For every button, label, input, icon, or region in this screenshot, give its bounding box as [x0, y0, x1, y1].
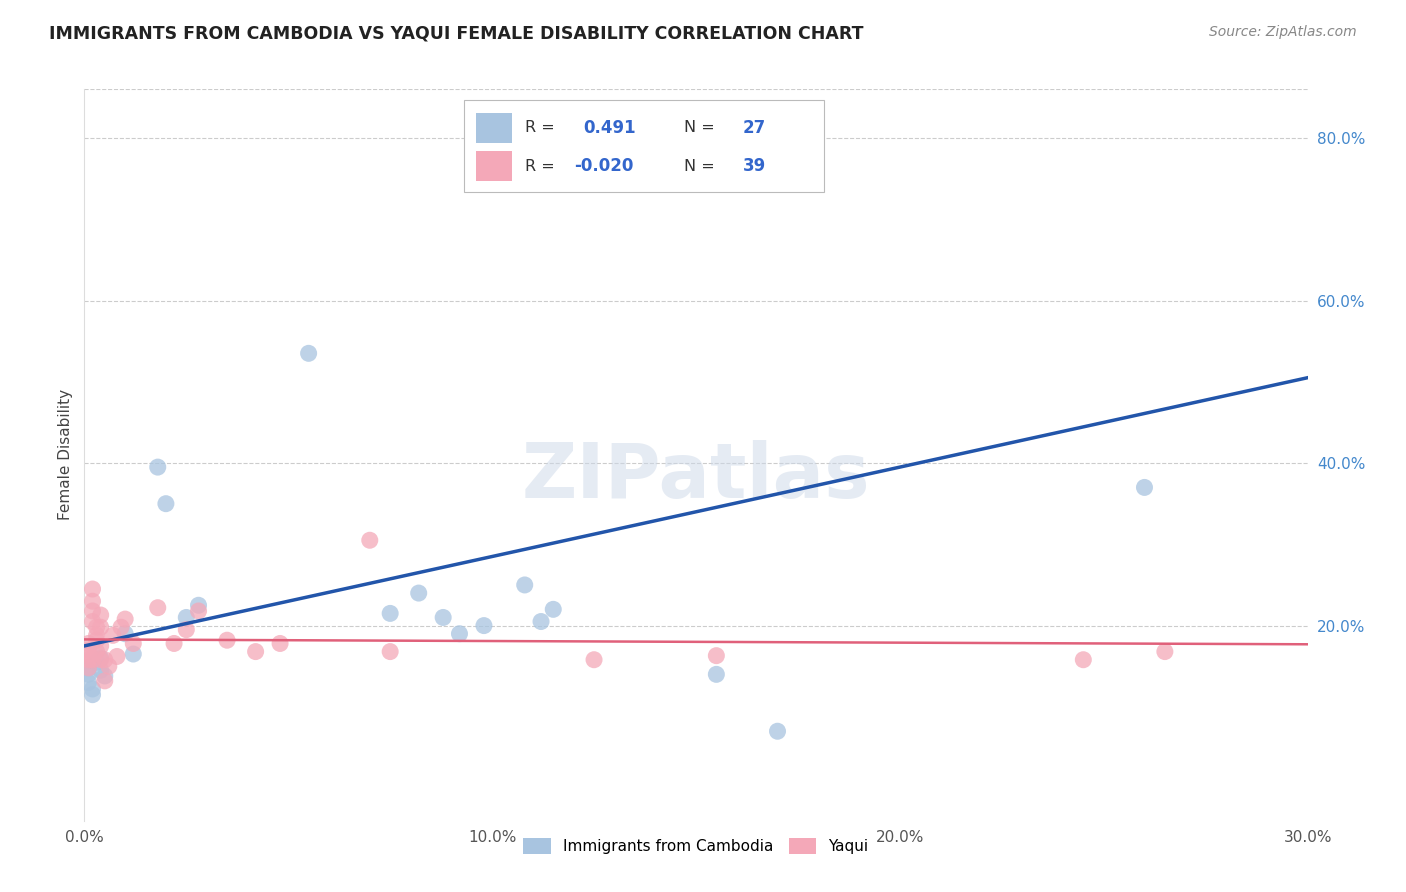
Point — [530, 615, 553, 629]
Point — [105, 649, 128, 664]
Point — [114, 626, 136, 640]
Point — [86, 644, 108, 658]
Point — [1073, 653, 1095, 667]
Point — [1133, 480, 1156, 494]
Point — [86, 628, 108, 642]
Text: 0.491: 0.491 — [583, 119, 636, 137]
Point — [82, 653, 104, 667]
Text: ZIPatlas: ZIPatlas — [522, 440, 870, 514]
Point — [90, 607, 112, 622]
Point — [543, 602, 565, 616]
Point — [77, 643, 100, 657]
Text: 27: 27 — [742, 119, 766, 137]
Point — [86, 633, 108, 648]
Point — [380, 607, 402, 621]
Point — [187, 604, 209, 618]
Point — [122, 647, 145, 661]
Point — [90, 653, 112, 667]
Point — [82, 681, 104, 696]
Point — [155, 497, 177, 511]
Point — [114, 612, 136, 626]
Point — [298, 346, 321, 360]
Point — [122, 636, 145, 650]
Point — [77, 653, 100, 667]
Point — [93, 673, 115, 688]
Point — [472, 618, 495, 632]
Bar — [464, 100, 824, 192]
Point — [77, 661, 100, 675]
Point — [93, 653, 115, 667]
Text: R =: R = — [524, 159, 560, 174]
Point — [359, 533, 381, 548]
Point — [380, 644, 402, 658]
Point — [101, 628, 124, 642]
Point — [146, 600, 169, 615]
Point — [82, 582, 104, 596]
Point — [583, 653, 606, 667]
Point — [269, 636, 291, 650]
Point — [97, 659, 120, 673]
Point — [90, 651, 112, 665]
Point — [77, 636, 100, 650]
Point — [77, 647, 100, 661]
Bar — [475, 152, 513, 180]
Point — [217, 633, 239, 648]
Point — [93, 669, 115, 683]
Point — [86, 620, 108, 634]
Point — [77, 667, 100, 681]
Point — [706, 667, 728, 681]
Point — [82, 594, 104, 608]
Point — [90, 663, 112, 677]
Point — [90, 639, 112, 653]
Point — [174, 623, 197, 637]
Point — [86, 655, 108, 669]
Point — [146, 460, 169, 475]
Text: N =: N = — [683, 120, 720, 136]
Point — [110, 620, 132, 634]
Bar — [475, 113, 513, 143]
Point — [1154, 644, 1177, 658]
Text: R =: R = — [524, 120, 560, 136]
Point — [187, 599, 209, 613]
Point — [432, 610, 454, 624]
Point — [408, 586, 430, 600]
Legend: Immigrants from Cambodia, Yaqui: Immigrants from Cambodia, Yaqui — [517, 832, 875, 861]
Text: IMMIGRANTS FROM CAMBODIA VS YAQUI FEMALE DISABILITY CORRELATION CHART: IMMIGRANTS FROM CAMBODIA VS YAQUI FEMALE… — [49, 25, 863, 43]
Text: Source: ZipAtlas.com: Source: ZipAtlas.com — [1209, 25, 1357, 39]
Y-axis label: Female Disability: Female Disability — [58, 389, 73, 521]
Point — [77, 675, 100, 690]
Point — [706, 648, 728, 663]
Text: 39: 39 — [742, 157, 766, 175]
Point — [766, 724, 789, 739]
Text: -0.020: -0.020 — [574, 157, 633, 175]
Point — [82, 688, 104, 702]
Point — [77, 661, 100, 675]
Point — [513, 578, 536, 592]
Point — [174, 610, 197, 624]
Point — [82, 615, 104, 629]
Text: N =: N = — [683, 159, 720, 174]
Point — [245, 644, 267, 658]
Point — [449, 626, 471, 640]
Point — [163, 636, 186, 650]
Point — [90, 620, 112, 634]
Point — [82, 604, 104, 618]
